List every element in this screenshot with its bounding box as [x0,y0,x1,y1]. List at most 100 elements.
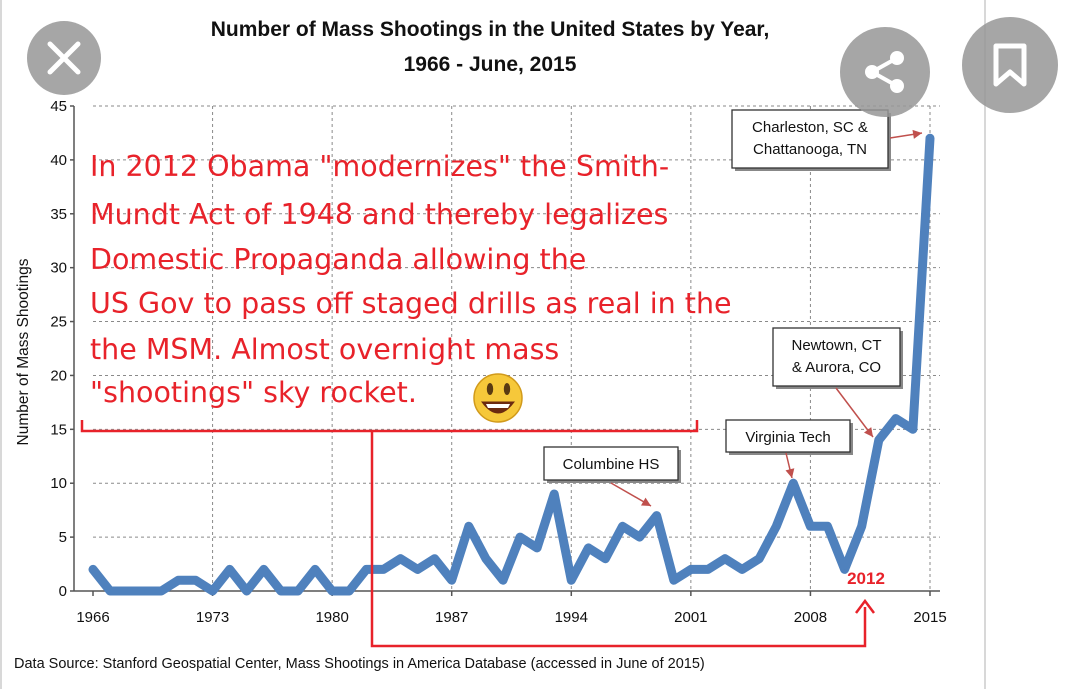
data-point [502,579,504,581]
data-point [434,558,436,560]
data-point [280,590,282,592]
annotation-layer: Charleston, SC & Chattanooga, TN Newtown, … [543,109,923,507]
data-point [844,568,846,570]
data-point [673,579,675,581]
arrow-columbine-head [641,497,651,506]
data-point [109,590,111,592]
close-icon [47,41,81,75]
data-point [263,568,265,570]
overlay-text-line: US Gov to pass off staged drills as real… [90,287,732,320]
overlay-marker-2012: 2012 [847,569,885,588]
overlay-text-line: Mundt Act of 1948 and thereby legalizes [90,198,668,231]
smiley-face [473,373,523,423]
data-point [297,590,299,592]
callout-newtown-text: & Aurora, CO [792,359,881,376]
data-point [212,590,214,592]
share-button[interactable] [840,27,930,117]
data-point [639,536,641,538]
data-point [929,137,931,139]
y-tick-label: 15 [50,421,67,438]
data-point [194,579,196,581]
smiley-eye-right [503,383,511,395]
smiley-teeth [486,404,510,408]
data-point [912,428,914,430]
smiley-eye-left [486,383,494,395]
arrow-virginia-head [785,468,795,478]
data-point [126,590,128,592]
data-point [741,568,743,570]
data-point [622,525,624,527]
overlay-layer: In 2012 Obama "modernizes" the Smith- Mun… [80,150,885,648]
data-point [468,525,470,527]
callout-virginia-box [725,419,851,453]
callout-virginia-text: Virginia Tech [745,429,830,446]
close-button[interactable] [27,21,101,95]
bookmark-icon [993,43,1027,87]
series-line [88,133,935,596]
x-tick-label: 2001 [674,609,707,626]
data-point [553,493,555,495]
data-point [331,590,333,592]
y-tick-label: 20 [50,367,67,384]
overlay-text-line: Domestic Propaganda allowing the [90,243,586,276]
x-tick-label: 2015 [913,609,946,626]
data-point [690,568,692,570]
y-tick-label: 5 [59,529,67,546]
x-tick-label: 1966 [76,609,109,626]
y-tick-label: 45 [50,98,67,115]
callout-virginia: Virginia Tech [725,419,853,455]
smiley-emoji [473,373,523,423]
data-point [160,590,162,592]
overlay-bracket [80,420,699,433]
x-tick-label: 1987 [435,609,468,626]
data-point [724,558,726,560]
data-point [587,547,589,549]
overlay-text-line: In 2012 Obama "modernizes" the Smith- [90,150,669,183]
chart-title-line2: 1966 - June, 2015 [404,53,577,76]
data-point [417,568,419,570]
callout-newtown-box [772,327,901,387]
data-point [604,558,606,560]
callout-newtown-text: Newtown, CT [791,337,881,354]
bookmark-button[interactable] [962,17,1058,113]
callout-newtown: Newtown, CT & Aurora, CO [772,327,903,389]
data-point [656,515,658,517]
y-axis-label: Number of Mass Shootings [15,258,32,445]
y-tick-label: 40 [50,152,67,169]
series-layer [88,133,935,596]
x-tick-label: 1994 [555,609,588,626]
overlay-arrowhead [855,598,875,614]
callout-columbine-box [543,446,679,481]
data-point [519,536,521,538]
x-tick-label: 2008 [794,609,827,626]
callout-charleston: Charleston, SC & Chattanooga, TN [731,109,891,171]
arrow-charleston-head [912,129,922,139]
y-tick-label: 10 [50,475,67,492]
data-point [382,568,384,570]
axis-layer: 0 5 10 15 20 25 30 35 40 45 1966 1973 1980 1987 1994 20… [50,98,946,626]
right-strip [986,0,1080,689]
data-point [707,568,709,570]
y-tick-label: 35 [50,206,67,223]
data-point [570,579,572,581]
y-tick-label: 0 [59,583,67,600]
x-tick-label: 1980 [315,609,348,626]
data-point [314,568,316,570]
x-tick-label: 1973 [196,609,229,626]
chart-title-line1: Number of Mass Shootings in the United S… [211,18,770,41]
y-tick-label: 25 [50,314,67,331]
data-source-note: Data Source: Stanford Geospatial Center,… [14,656,705,672]
data-point [809,525,811,527]
arrow-newtown-head [864,427,873,437]
overlay-text-line: "shootings" sky rocket. [90,376,417,409]
data-point [792,482,794,484]
share-icon [865,51,904,93]
callout-columbine: Columbine HS [543,446,681,483]
overlay-connector [370,431,867,648]
data-point [895,418,897,420]
data-point [485,558,487,560]
y-tick-label: 30 [50,260,67,277]
data-point [399,558,401,560]
callout-columbine-text: Columbine HS [563,456,660,473]
